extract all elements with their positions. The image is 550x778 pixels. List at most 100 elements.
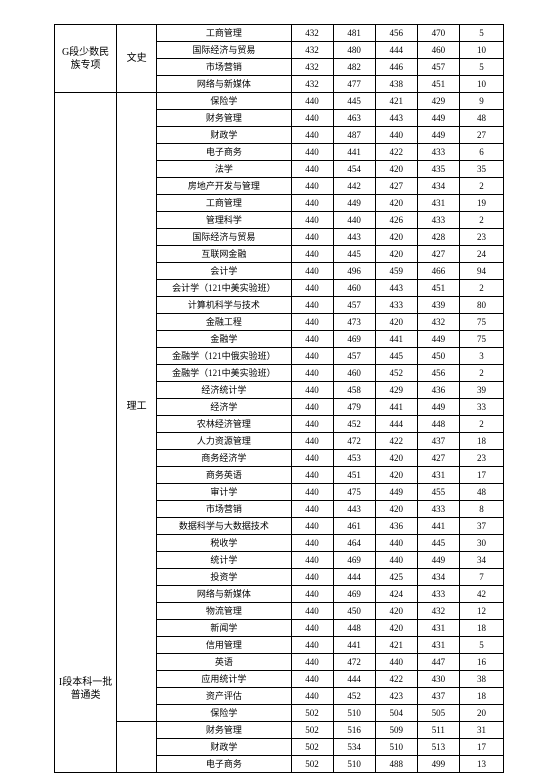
value-cell: 420 xyxy=(375,161,417,178)
value-cell: 440 xyxy=(291,654,333,671)
value-cell: 440 xyxy=(375,535,417,552)
value-cell: 423 xyxy=(375,688,417,705)
value-cell: 440 xyxy=(291,229,333,246)
value-cell: 449 xyxy=(417,552,459,569)
value-cell: 458 xyxy=(333,382,375,399)
value-cell: 2 xyxy=(459,416,503,433)
value-cell: 94 xyxy=(459,263,503,280)
track-cell xyxy=(117,722,157,773)
value-cell: 440 xyxy=(291,433,333,450)
value-cell: 2 xyxy=(459,178,503,195)
track-cell: 文史 xyxy=(117,25,157,93)
major-cell: 数据科学与大数据技术 xyxy=(157,518,291,535)
major-cell: 互联网金融 xyxy=(157,246,291,263)
value-cell: 440 xyxy=(291,263,333,280)
value-cell: 481 xyxy=(333,25,375,42)
value-cell: 19 xyxy=(459,195,503,212)
value-cell: 439 xyxy=(417,297,459,314)
major-cell: 法学 xyxy=(157,161,291,178)
value-cell: 451 xyxy=(333,467,375,484)
value-cell: 5 xyxy=(459,637,503,654)
value-cell: 449 xyxy=(417,331,459,348)
value-cell: 457 xyxy=(417,59,459,76)
value-cell: 456 xyxy=(375,25,417,42)
value-cell: 37 xyxy=(459,518,503,535)
value-cell: 509 xyxy=(375,722,417,739)
major-cell: 电子商务 xyxy=(157,756,291,773)
value-cell: 7 xyxy=(459,569,503,586)
value-cell: 534 xyxy=(333,739,375,756)
value-cell: 427 xyxy=(417,246,459,263)
value-cell: 452 xyxy=(333,416,375,433)
value-cell: 420 xyxy=(375,603,417,620)
value-cell: 440 xyxy=(291,620,333,637)
value-cell: 440 xyxy=(291,348,333,365)
value-cell: 427 xyxy=(417,450,459,467)
value-cell: 473 xyxy=(333,314,375,331)
value-cell: 499 xyxy=(417,756,459,773)
value-cell: 434 xyxy=(417,178,459,195)
value-cell: 502 xyxy=(291,756,333,773)
value-cell: 441 xyxy=(417,518,459,535)
value-cell: 80 xyxy=(459,297,503,314)
value-cell: 457 xyxy=(333,348,375,365)
value-cell: 457 xyxy=(333,297,375,314)
value-cell: 452 xyxy=(375,365,417,382)
value-cell: 440 xyxy=(375,654,417,671)
value-cell: 464 xyxy=(333,535,375,552)
value-cell: 455 xyxy=(417,484,459,501)
value-cell: 75 xyxy=(459,331,503,348)
value-cell: 461 xyxy=(333,518,375,535)
value-cell: 18 xyxy=(459,433,503,450)
value-cell: 421 xyxy=(375,93,417,110)
value-cell: 440 xyxy=(291,467,333,484)
value-cell: 24 xyxy=(459,246,503,263)
value-cell: 440 xyxy=(291,569,333,586)
value-cell: 48 xyxy=(459,484,503,501)
value-cell: 3 xyxy=(459,348,503,365)
major-cell: 财务管理 xyxy=(157,722,291,739)
value-cell: 502 xyxy=(291,705,333,722)
admission-table: G段少数民族专项文史工商管理4324814564705国际经济与贸易432480… xyxy=(54,24,504,773)
table-row: G段少数民族专项文史工商管理4324814564705 xyxy=(55,25,504,42)
major-cell: 金融学（121中美实验班） xyxy=(157,365,291,382)
value-cell: 510 xyxy=(333,705,375,722)
value-cell: 472 xyxy=(333,654,375,671)
major-cell: 金融工程 xyxy=(157,314,291,331)
value-cell: 437 xyxy=(417,433,459,450)
major-cell: 计算机科学与技术 xyxy=(157,297,291,314)
value-cell: 440 xyxy=(291,331,333,348)
value-cell: 460 xyxy=(333,280,375,297)
value-cell: 441 xyxy=(333,637,375,654)
major-cell: 物流管理 xyxy=(157,603,291,620)
value-cell: 422 xyxy=(375,144,417,161)
value-cell: 443 xyxy=(333,229,375,246)
value-cell: 420 xyxy=(375,501,417,518)
value-cell: 516 xyxy=(333,722,375,739)
value-cell: 475 xyxy=(333,484,375,501)
value-cell: 440 xyxy=(291,382,333,399)
major-cell: 投资学 xyxy=(157,569,291,586)
major-cell: 新闻学 xyxy=(157,620,291,637)
value-cell: 448 xyxy=(417,416,459,433)
value-cell: 441 xyxy=(333,144,375,161)
value-cell: 444 xyxy=(333,569,375,586)
value-cell: 496 xyxy=(333,263,375,280)
major-cell: 电子商务 xyxy=(157,144,291,161)
value-cell: 513 xyxy=(417,739,459,756)
value-cell: 505 xyxy=(417,705,459,722)
value-cell: 445 xyxy=(333,246,375,263)
value-cell: 2 xyxy=(459,212,503,229)
value-cell: 440 xyxy=(291,501,333,518)
value-cell: 48 xyxy=(459,110,503,127)
value-cell: 10 xyxy=(459,42,503,59)
value-cell: 447 xyxy=(417,654,459,671)
value-cell: 17 xyxy=(459,739,503,756)
major-cell: 管理科学 xyxy=(157,212,291,229)
value-cell: 440 xyxy=(291,161,333,178)
major-cell: 人力资源管理 xyxy=(157,433,291,450)
value-cell: 39 xyxy=(459,382,503,399)
value-cell: 431 xyxy=(417,195,459,212)
value-cell: 451 xyxy=(417,76,459,93)
value-cell: 427 xyxy=(375,178,417,195)
